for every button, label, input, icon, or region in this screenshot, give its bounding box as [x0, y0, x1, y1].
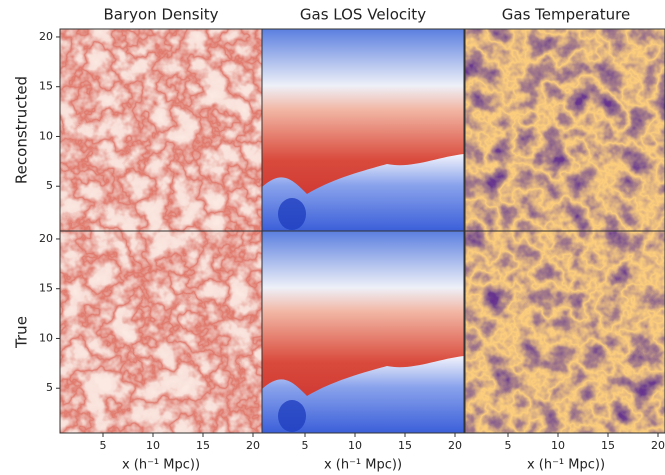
velocity-map: [278, 400, 306, 432]
temperature-map: [465, 231, 665, 433]
x-tick-label: 15: [196, 439, 210, 452]
y-tick-label: 15: [39, 80, 53, 93]
y-tick-label: 5: [46, 381, 53, 394]
x-tick-label: 20: [651, 439, 665, 452]
column-title: Gas Temperature: [502, 6, 630, 24]
velocity-map: [262, 154, 464, 231]
velocity-map: [262, 356, 464, 433]
panel-frame: [261, 230, 465, 434]
x-axis-label: x (h⁻¹ Mpc)): [122, 458, 200, 473]
x-tick-label: 5: [302, 439, 309, 452]
y-tick-label: 15: [39, 282, 53, 295]
x-tick-label: 10: [146, 439, 160, 452]
y-tick-label: 10: [39, 331, 53, 344]
x-axis-label: x (h⁻¹ Mpc)): [324, 458, 402, 473]
x-tick-label: 10: [551, 439, 565, 452]
x-tick-label: 15: [601, 439, 615, 452]
temperature-map: [465, 29, 665, 231]
x-tick-label: 5: [100, 439, 107, 452]
row-label: True: [13, 316, 31, 349]
x-tick-label: 20: [448, 439, 462, 452]
density-map: [60, 29, 262, 231]
x-axis-label: x (h⁻¹ Mpc)): [527, 458, 605, 473]
x-tick-label: 15: [398, 439, 412, 452]
y-tick-label: 5: [46, 179, 53, 192]
panel-frame: [464, 230, 665, 434]
density-map: [60, 231, 262, 433]
y-tick-label: 10: [39, 129, 53, 142]
velocity-map: [278, 198, 306, 230]
x-tick-label: 10: [348, 439, 362, 452]
x-tick-label: 5: [505, 439, 512, 452]
y-tick-label: 20: [39, 30, 53, 43]
x-tick-label: 20: [246, 439, 260, 452]
column-title: Baryon Density: [103, 6, 218, 24]
column-title: Gas LOS Velocity: [300, 6, 426, 24]
y-tick-label: 20: [39, 232, 53, 245]
row-label: Reconstructed: [13, 76, 31, 184]
